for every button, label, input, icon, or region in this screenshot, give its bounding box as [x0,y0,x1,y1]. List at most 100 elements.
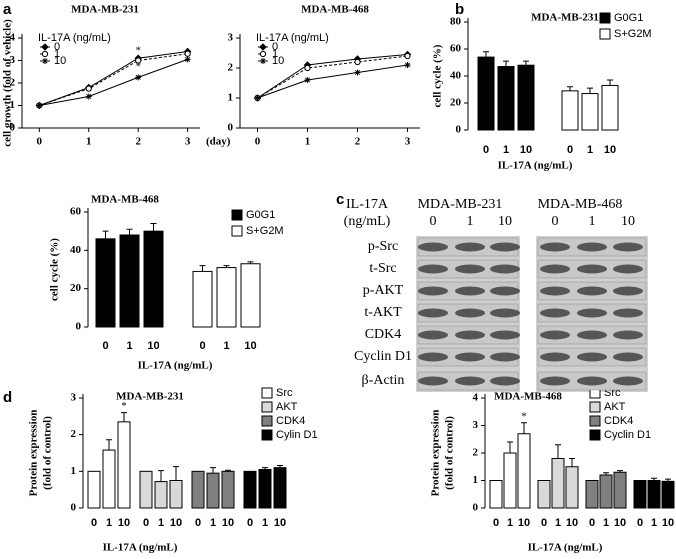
blot-band [577,352,607,362]
blot-band [418,286,448,296]
bar [551,458,565,509]
x-tick-label: 1 [158,517,164,529]
legend-label: 0 [272,41,278,53]
blot-band [490,264,520,274]
blot-row-label: p-AKT [363,283,404,298]
legend-swatch [231,225,243,237]
y-tick-label: 0 [10,122,16,134]
error-bar [665,478,671,482]
bar [601,84,619,131]
x-tick-label: 1 [305,136,311,148]
x-tick-label: 1 [86,136,92,148]
dose: 10 [621,214,635,229]
bar [117,421,131,509]
panel-letter: b [455,1,464,18]
x-tick-label: 1 [555,517,561,529]
x-tick-label: 1 [210,517,216,529]
error-bar [607,79,613,86]
blot-band [577,376,607,386]
chart-title: MDA-MB-231 [531,12,599,24]
y-tick-label: 20 [70,282,82,294]
x-tick-label: 10 [518,517,530,529]
marker [85,85,92,92]
x-tick-label: 0 [199,340,205,352]
error-bar [102,230,109,239]
blot-band [455,286,485,296]
blot-band [490,352,520,362]
error-bar [587,87,593,94]
blot-row-label: β-Actin [362,373,405,388]
blot-band [418,308,448,318]
x-tick-label: 0 [589,517,595,529]
legend-label: AKT [604,401,626,413]
x-tick-label: 10 [274,517,286,529]
chart-title: MDA-MB-468 [91,194,159,206]
bar [221,470,235,509]
error-bar [225,469,231,472]
bar [143,230,164,328]
error-bar [121,412,127,422]
annotation: * [135,60,141,72]
bar [537,480,551,509]
marker [260,58,266,64]
blot-row-label: p-Src [368,239,398,254]
x-tick-label: 0 [91,517,97,529]
x-tick-label: 10 [118,517,130,529]
blot-band [455,308,485,318]
blot-band [577,308,607,318]
chart-title: MDA-MB-231 [116,391,184,403]
legend-title: IL-17A (ng/mL) [256,32,329,44]
marker [304,77,311,83]
bar [258,469,272,509]
y-tick-label: 2 [71,428,77,440]
x-axis-label: IL-17A (ng/mL) [498,160,573,172]
annotation: * [135,45,141,57]
bar [581,93,599,131]
legend-swatch [231,209,243,221]
x-tick-label: 1 [651,517,657,529]
marker [135,57,142,64]
legend-label: S+G2M [246,225,284,237]
y-tick-label: 60 [70,206,82,218]
blot-band [540,308,570,318]
blot-band [613,264,643,274]
x-tick-label: 0 [541,517,547,529]
y-tick-label: 0 [71,502,77,514]
bar [613,471,627,509]
marker [404,52,411,60]
blot-band [540,330,570,340]
bar [192,270,213,328]
marker [135,74,142,81]
marker [41,43,49,51]
blot-band [540,352,570,362]
blot-band [577,330,607,340]
bar [95,238,116,328]
marker [184,56,191,63]
error-bar [277,464,283,468]
error-bar [173,466,179,481]
y-axis-label: (fold of control) [42,416,54,490]
legend-swatch [589,415,601,427]
error-bar [262,467,268,470]
bar [517,64,535,131]
legend-label: CDK4 [276,415,305,427]
y-tick-label: 0 [76,321,82,333]
error-bar [199,265,206,272]
panel-letter: c [336,191,344,208]
y-axis-label: (fold of control) [444,416,456,490]
legend-swatch [589,429,601,441]
blot-band [490,376,520,386]
x-tick-label: 0 [637,517,643,529]
x-tick-label: 3 [405,136,411,148]
blot-band [418,352,448,362]
legend-swatch [261,415,273,427]
marker [42,58,48,64]
y-tick-label: 0 [473,502,479,514]
x-tick-label: 0 [493,517,499,529]
blot-band [613,242,643,252]
legend-label: Src [276,387,293,399]
y-axis-label: Protein expression [430,410,442,497]
legend-swatch [599,12,611,24]
error-bar [503,60,509,67]
